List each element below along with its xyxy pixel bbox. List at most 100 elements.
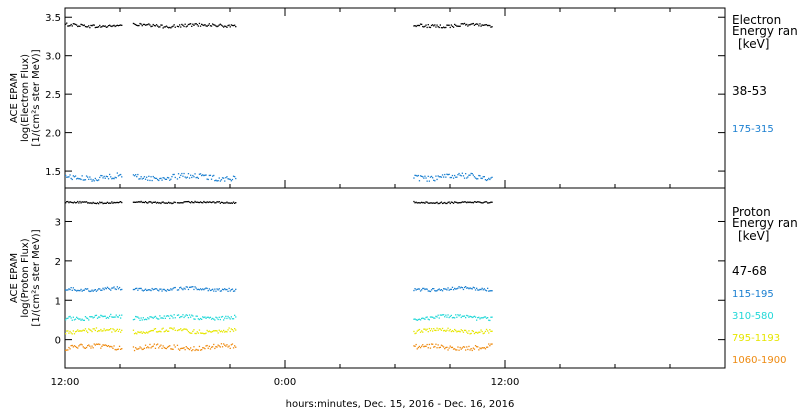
data-point bbox=[491, 316, 493, 318]
data-point bbox=[441, 290, 444, 292]
data-point bbox=[107, 25, 110, 27]
data-point bbox=[491, 26, 493, 28]
data-point bbox=[106, 329, 109, 331]
data-point bbox=[95, 179, 98, 181]
data-point bbox=[181, 329, 183, 332]
data-point bbox=[176, 178, 179, 180]
data-point bbox=[188, 23, 191, 25]
data-point bbox=[231, 329, 234, 331]
data-point bbox=[194, 318, 196, 320]
data-point bbox=[184, 176, 186, 178]
data-point bbox=[224, 331, 226, 333]
data-point bbox=[110, 328, 112, 330]
data-point bbox=[452, 330, 455, 333]
data-point bbox=[228, 287, 230, 290]
data-point bbox=[168, 315, 170, 317]
data-point bbox=[198, 329, 201, 331]
data-point bbox=[445, 346, 447, 349]
data-point bbox=[181, 202, 183, 204]
data-point bbox=[435, 329, 437, 332]
data-point bbox=[419, 331, 422, 333]
data-point bbox=[71, 344, 73, 347]
data-point bbox=[430, 175, 433, 178]
data-point bbox=[450, 314, 452, 317]
data-point bbox=[424, 345, 426, 347]
data-point bbox=[179, 316, 181, 319]
data-point bbox=[416, 348, 418, 350]
data-point bbox=[99, 343, 101, 346]
data-point bbox=[477, 23, 479, 25]
data-point bbox=[447, 287, 449, 289]
data-point bbox=[439, 314, 441, 316]
data-point bbox=[144, 318, 147, 320]
data-point bbox=[451, 25, 454, 27]
data-point bbox=[72, 287, 74, 289]
data-point bbox=[94, 289, 96, 291]
data-point bbox=[214, 24, 216, 26]
data-point bbox=[154, 328, 157, 330]
data-point bbox=[115, 25, 117, 27]
data-point bbox=[214, 288, 216, 290]
data-point bbox=[182, 329, 184, 331]
data-point bbox=[221, 25, 224, 27]
data-point bbox=[465, 201, 467, 203]
data-point bbox=[481, 347, 483, 349]
data-point bbox=[187, 200, 190, 203]
data-point bbox=[448, 316, 450, 319]
data-point bbox=[422, 25, 424, 28]
data-point bbox=[170, 27, 172, 29]
data-point bbox=[98, 316, 100, 318]
data-point bbox=[66, 317, 68, 320]
data-point bbox=[113, 316, 115, 318]
data-point bbox=[223, 329, 225, 332]
data-point bbox=[76, 201, 78, 204]
data-point bbox=[179, 176, 181, 179]
data-point bbox=[144, 344, 147, 346]
data-point bbox=[101, 345, 103, 347]
data-point bbox=[76, 330, 78, 332]
data-point bbox=[478, 174, 480, 177]
data-point bbox=[491, 201, 493, 203]
data-point bbox=[413, 318, 415, 320]
data-point bbox=[154, 201, 157, 203]
data-point bbox=[159, 330, 161, 332]
data-point bbox=[142, 290, 144, 292]
data-point bbox=[106, 286, 109, 288]
data-point bbox=[230, 328, 232, 330]
data-point bbox=[440, 27, 443, 29]
data-point bbox=[213, 201, 215, 203]
data-point bbox=[139, 346, 141, 348]
data-point bbox=[186, 329, 188, 331]
data-point bbox=[176, 289, 179, 291]
data-point bbox=[209, 316, 212, 318]
data-point bbox=[438, 202, 440, 205]
data-point bbox=[177, 289, 180, 291]
data-point bbox=[435, 343, 437, 345]
data-point bbox=[158, 202, 160, 204]
data-point bbox=[465, 24, 467, 26]
data-point bbox=[94, 202, 96, 204]
data-point bbox=[449, 315, 451, 318]
data-point bbox=[188, 286, 191, 288]
data-point bbox=[163, 331, 165, 333]
data-point bbox=[143, 347, 146, 349]
data-point bbox=[161, 317, 163, 319]
data-point bbox=[137, 201, 139, 203]
data-point bbox=[468, 201, 470, 204]
data-point bbox=[141, 201, 143, 204]
data-point bbox=[199, 317, 202, 320]
data-point bbox=[482, 24, 484, 26]
data-point bbox=[491, 290, 493, 292]
y-tick-label: 2 bbox=[55, 257, 61, 268]
data-point bbox=[476, 178, 478, 180]
data-point bbox=[90, 329, 92, 332]
data-point bbox=[80, 23, 82, 25]
data-point bbox=[176, 25, 179, 27]
data-point bbox=[440, 289, 443, 291]
data-point bbox=[449, 26, 451, 29]
data-point bbox=[490, 290, 492, 292]
data-point bbox=[460, 329, 462, 331]
data-point bbox=[491, 343, 493, 345]
data-point bbox=[96, 179, 99, 182]
data-point bbox=[220, 179, 223, 181]
